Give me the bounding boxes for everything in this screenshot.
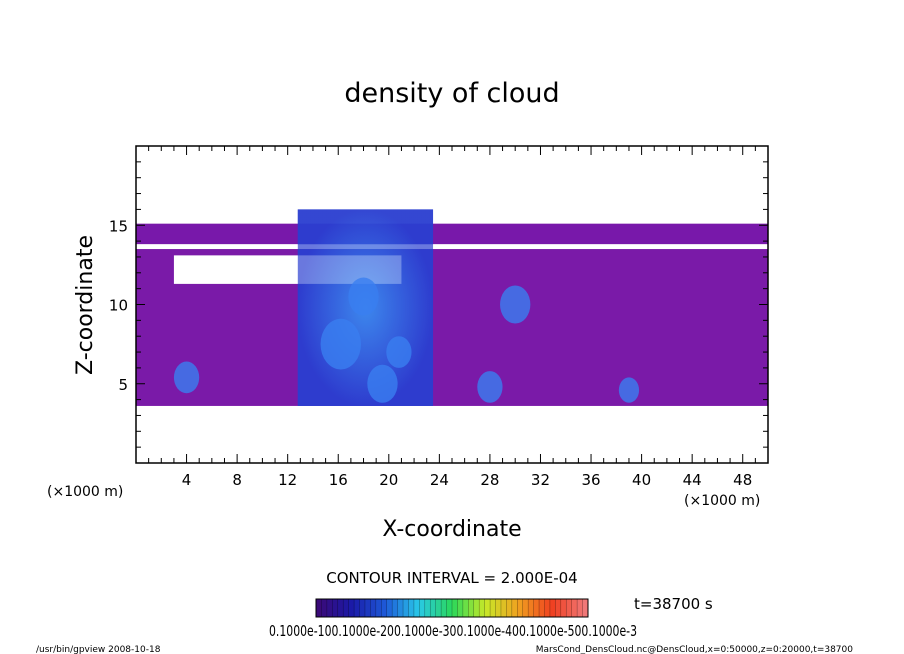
colorbar-cell-21 xyxy=(430,599,437,617)
x-axis-label: X-coordinate xyxy=(382,517,521,542)
x-tick-label-12: 12 xyxy=(278,471,297,489)
colorbar-cell-32 xyxy=(490,599,497,617)
colorbar-cell-4 xyxy=(337,599,344,617)
colorbar-cell-3 xyxy=(332,599,339,617)
colorbar-cell-0 xyxy=(316,599,322,617)
colorbar-cell-23 xyxy=(441,599,448,617)
colorbar-cell-20 xyxy=(424,599,431,617)
density-blob-0 xyxy=(173,361,200,394)
colorbar-cell-18 xyxy=(413,599,420,617)
x-tick-label-40: 40 xyxy=(632,471,651,489)
colorbar-cell-19 xyxy=(419,599,426,617)
footer-left: /usr/bin/gpview 2008-10-18 xyxy=(36,645,161,654)
colorbar-cell-9 xyxy=(364,599,371,617)
density-blob-4 xyxy=(367,364,398,403)
colorbar-cell-14 xyxy=(392,599,399,617)
colorbar-cell-28 xyxy=(468,599,475,617)
colorbar-cell-47 xyxy=(571,599,578,617)
x-tick-label-44: 44 xyxy=(683,471,702,489)
colorbar-cell-38 xyxy=(522,599,529,617)
colorbar-cell-33 xyxy=(495,599,502,617)
x-tick-label-48: 48 xyxy=(733,471,752,489)
colorbar-cell-25 xyxy=(452,599,458,617)
colorbar-cell-17 xyxy=(408,599,415,617)
colorbar-cell-8 xyxy=(359,599,366,617)
colorbar-cell-29 xyxy=(473,599,480,617)
x-tick-label-36: 36 xyxy=(581,471,600,489)
colorbar-cell-43 xyxy=(549,599,556,617)
cloud-band-upper-layer xyxy=(136,223,768,245)
x-tick-label-4: 4 xyxy=(182,471,192,489)
x-unit-left: (×1000 m) xyxy=(47,484,123,500)
colorbar-cell-22 xyxy=(435,599,442,617)
y-tick-label-15: 15 xyxy=(109,217,128,235)
colorbar xyxy=(315,599,589,617)
density-blob-3 xyxy=(386,336,412,368)
colorbar-cell-37 xyxy=(517,599,524,617)
density-blob-2 xyxy=(348,277,379,316)
colorbar-cell-24 xyxy=(446,599,453,617)
y-axis-ticks: 5 10 15 xyxy=(109,161,768,448)
colorbar-cell-7 xyxy=(354,599,361,617)
colorbar-cell-40 xyxy=(533,599,540,617)
cloud-gap-0 xyxy=(136,244,768,250)
colorbar-cell-5 xyxy=(343,599,350,617)
colorbar-cell-45 xyxy=(560,599,567,617)
colorbar-cell-44 xyxy=(555,599,562,617)
colorbar-cell-27 xyxy=(462,599,469,617)
y-tick-label-5: 5 xyxy=(118,376,128,394)
y-tick-label-10: 10 xyxy=(109,297,128,315)
colorbar-cell-31 xyxy=(484,599,491,617)
colorbar-cell-34 xyxy=(500,599,507,617)
chart-title: density of cloud xyxy=(344,78,559,109)
colorbar-cell-15 xyxy=(397,599,404,617)
colorbar-cell-46 xyxy=(566,599,573,617)
colorbar-cell-39 xyxy=(528,599,535,617)
colorbar-cell-12 xyxy=(381,599,388,617)
colorbar-cell-6 xyxy=(348,599,355,617)
colorbar-cell-42 xyxy=(544,599,551,617)
x-tick-label-32: 32 xyxy=(531,471,550,489)
colorbar-frame xyxy=(315,598,589,618)
x-axis-ticks: 4 8 12 16 20 24 28 32 36 40 44 48 xyxy=(148,146,756,489)
colorbar-cell-11 xyxy=(375,599,382,617)
x-unit-right: (×1000 m) xyxy=(684,493,760,509)
colorbar-cell-41 xyxy=(539,599,545,617)
colorbar-cell-30 xyxy=(479,599,486,617)
colorbar-cell-16 xyxy=(403,599,409,617)
density-blob-7 xyxy=(618,377,640,403)
y-axis-label: Z-coordinate xyxy=(73,235,98,375)
x-tick-label-16: 16 xyxy=(329,471,348,489)
colorbar-cell-35 xyxy=(506,599,513,617)
colorbar-cell-36 xyxy=(511,599,518,617)
footer-right: MarsCond_DensCloud.nc@DensCloud,x=0:5000… xyxy=(536,645,853,654)
density-blob-6 xyxy=(500,285,531,324)
colorbar-tick-labels: 0.1000e-100.1000e-200.1000e-300.1000e-40… xyxy=(269,622,637,640)
contour-interval: CONTOUR INTERVAL = 2.000E-04 xyxy=(326,569,577,587)
x-tick-label-28: 28 xyxy=(480,471,499,489)
colorbar-cell-2 xyxy=(326,599,333,617)
colorbar-cell-26 xyxy=(457,599,464,617)
x-tick-label-24: 24 xyxy=(430,471,449,489)
colorbar-cell-48 xyxy=(577,599,584,617)
x-tick-label-20: 20 xyxy=(379,471,398,489)
x-tick-label-8: 8 xyxy=(232,471,242,489)
colorbar-cell-13 xyxy=(386,599,393,617)
colorbar-cell-1 xyxy=(321,599,328,617)
time-label: t=38700 s xyxy=(634,595,713,613)
colorbar-cell-10 xyxy=(370,599,377,617)
colorbar-cell-49 xyxy=(582,599,589,617)
plot-area xyxy=(136,209,768,406)
density-blob-5 xyxy=(477,371,503,403)
density-blob-1 xyxy=(320,318,361,370)
